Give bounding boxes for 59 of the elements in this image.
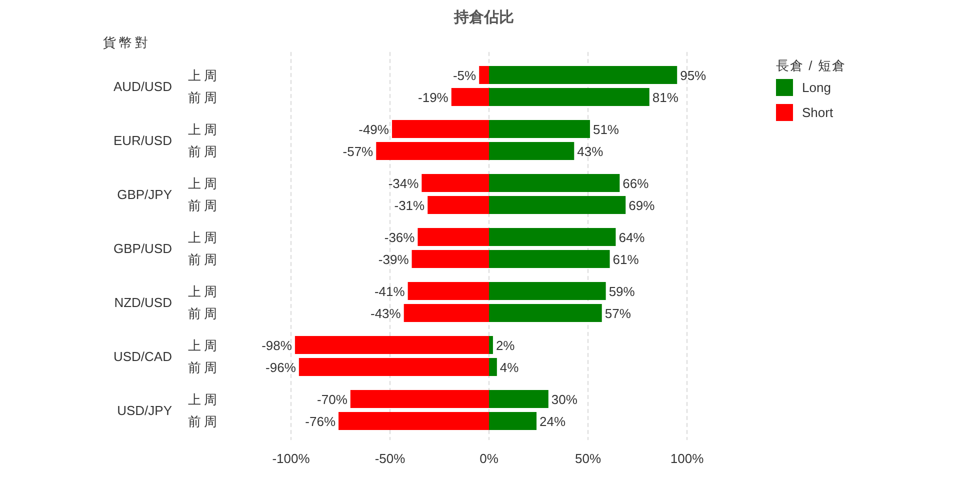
text: GBP/USD [113, 241, 172, 256]
data-label: 81% [652, 90, 679, 105]
data-label: -19% [418, 90, 449, 105]
data-label: -57% [342, 144, 374, 159]
data-label: 30% [551, 392, 578, 407]
x-tick-label: 100% [670, 451, 704, 466]
y-tick-label: 前周 [188, 198, 220, 213]
data-label: -39% [378, 252, 410, 267]
y-tick-label: 前周 [188, 360, 220, 375]
chart-title: 持倉佔比 [453, 9, 514, 26]
data-label: -98% [262, 338, 292, 353]
data-label: 66% [622, 176, 650, 191]
y-axis-title: 貨幣對 [103, 35, 151, 50]
y-tick-label: 前周 [188, 306, 220, 321]
text: GBP/JPY [117, 187, 172, 202]
y-tick-label: 前周 [188, 252, 220, 267]
data-label: -5% [452, 68, 477, 83]
data-label: 95% [680, 68, 707, 83]
data-label: 24% [540, 414, 566, 429]
data-label: -49% [358, 122, 390, 137]
y-tick-label: 上周 [188, 176, 220, 191]
data-label: 64% [618, 230, 646, 245]
data-label: -31% [394, 198, 426, 213]
data-label: -96% [266, 360, 296, 375]
data-label: 2% [496, 338, 516, 353]
x-tick-label: 50% [574, 451, 602, 466]
legend-label: Short [802, 105, 834, 120]
data-label: 69% [628, 198, 656, 213]
text: EUR/USD [113, 133, 172, 148]
y-tick-label: 上周 [188, 230, 220, 245]
data-label: 59% [608, 284, 636, 299]
data-label: 43% [577, 144, 604, 159]
data-label: -70% [317, 392, 348, 407]
data-label: -76% [305, 414, 336, 429]
data-label: -41% [374, 284, 406, 299]
x-tick-label: -50% [374, 451, 406, 466]
y-tick-label: 上周 [188, 392, 220, 407]
legend-title: 長倉 / 短倉 [776, 58, 846, 73]
text: USD/JPY [117, 403, 172, 418]
y-tick-label: 上周 [188, 122, 220, 137]
y-tick-label: 上周 [188, 338, 220, 353]
y-tick-label: 前周 [188, 144, 220, 159]
x-tick-label: 0% [480, 451, 499, 466]
data-label: 61% [612, 252, 640, 267]
y-tick-label: 前周 [188, 90, 220, 105]
y-tick-label: 前周 [188, 414, 220, 429]
data-label: -34% [388, 176, 420, 191]
data-label: -36% [384, 230, 416, 245]
y-tick-label: 上周 [188, 68, 220, 83]
data-label: 4% [500, 360, 520, 375]
data-label: -43% [370, 306, 402, 321]
text: USD/CAD [113, 349, 172, 364]
data-label: 57% [604, 306, 632, 321]
legend-label: Long [802, 80, 831, 95]
text: AUD/USD [113, 79, 172, 94]
text: NZD/USD [114, 295, 172, 310]
x-tick-label: -100% [272, 451, 310, 466]
y-tick-label: 上周 [188, 284, 220, 299]
data-label: 51% [592, 122, 620, 137]
